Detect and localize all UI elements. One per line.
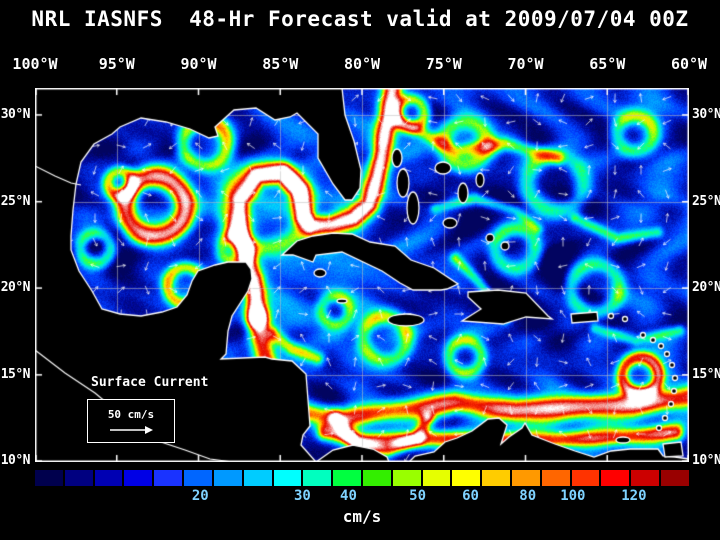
map-area: Surface Current 50 cm/s xyxy=(35,88,689,462)
lat-tick-label-right: 10°N xyxy=(692,453,720,469)
colorbar-segment xyxy=(64,470,93,486)
colorbar-segment xyxy=(154,470,183,486)
lat-tick-label-left: 15°N xyxy=(0,366,31,382)
lat-tick-label-left: 10°N xyxy=(0,453,31,469)
colorbar-segment xyxy=(362,470,391,486)
colorbar-segment xyxy=(273,470,302,486)
colorbar-segment xyxy=(124,470,153,486)
lon-tick-label: 60°W xyxy=(670,55,708,73)
colorbar-segment xyxy=(94,470,123,486)
colorbar-tick-label: 80 xyxy=(519,488,537,504)
lon-tick-label: 95°W xyxy=(98,55,135,73)
colorbar-tick-label: 20 xyxy=(191,488,209,504)
colorbar-tick-label: 100 xyxy=(560,488,586,504)
colorbar-tick-label: 60 xyxy=(462,488,479,504)
colorbar-tick-label: 40 xyxy=(340,488,357,504)
lat-tick-label-right: 15°N xyxy=(692,366,720,382)
lat-tick-label-left: 30°N xyxy=(0,106,31,122)
colorbar-segment xyxy=(333,470,361,486)
lat-tick-label-right: 25°N xyxy=(692,193,720,209)
colorbar-tick-labels: 20 30 40 50 60 80 100 120 xyxy=(35,488,689,505)
colorbar-segment xyxy=(243,470,272,486)
colorbar-segment xyxy=(213,470,242,486)
lon-tick-label: 85°W xyxy=(262,55,299,73)
colorbar-tick-label: 120 xyxy=(621,488,647,504)
colorbar-segment xyxy=(452,470,481,486)
lon-tick-label: 65°W xyxy=(589,55,626,73)
colorbar-segment xyxy=(512,470,540,486)
colorbar-tick-label: 30 xyxy=(293,488,311,504)
figure-title: NRL IASNFS 48-Hr Forecast valid at 2009/… xyxy=(31,7,689,31)
lat-tick-label-right: 20°N xyxy=(692,280,720,296)
lat-tick-label-left: 20°N xyxy=(0,280,31,296)
lon-tick-label: 100°W xyxy=(12,55,58,73)
colorbar-segment xyxy=(571,470,600,486)
colorbar-segment xyxy=(661,470,689,486)
longitude-axis: 100°W 95°W 90°W 85°W 80°W 75°W 70°W 65°W 60°W xyxy=(12,55,707,73)
colorbar-unit-label: cm/s xyxy=(342,507,382,526)
colorbar-tick-label: 50 xyxy=(409,488,427,504)
colorbar-segment xyxy=(303,470,332,486)
colorbar-segment xyxy=(35,470,63,486)
reference-vector-label: 50 cm/s xyxy=(107,408,155,421)
colorbar-segment xyxy=(601,470,630,486)
colorbar-segment xyxy=(541,470,570,486)
lon-tick-label: 70°W xyxy=(507,55,544,73)
colorbar-segment xyxy=(184,470,212,486)
colorbar-segment xyxy=(482,470,510,486)
lat-tick-label-right: 30°N xyxy=(692,106,720,122)
latitude-axis-right: 30°N 25°N 20°N 15°N 10°N xyxy=(691,88,720,468)
lon-tick-label: 75°W xyxy=(425,55,462,73)
colorbar xyxy=(35,470,689,486)
latitude-axis-left: 30°N 25°N 20°N 15°N 10°N xyxy=(0,88,33,468)
reference-vector-box: 50 cm/s xyxy=(87,399,175,443)
lat-tick-label-left: 25°N xyxy=(0,193,31,209)
colorbar-segment xyxy=(392,470,421,486)
reference-vector-arrow-icon xyxy=(110,426,153,434)
lon-tick-label: 90°W xyxy=(180,55,217,73)
colorbar-segment xyxy=(422,470,451,486)
lon-tick-label: 80°W xyxy=(343,55,381,73)
legend-title: Surface Current xyxy=(91,375,209,390)
colorbar-segment xyxy=(631,470,660,486)
